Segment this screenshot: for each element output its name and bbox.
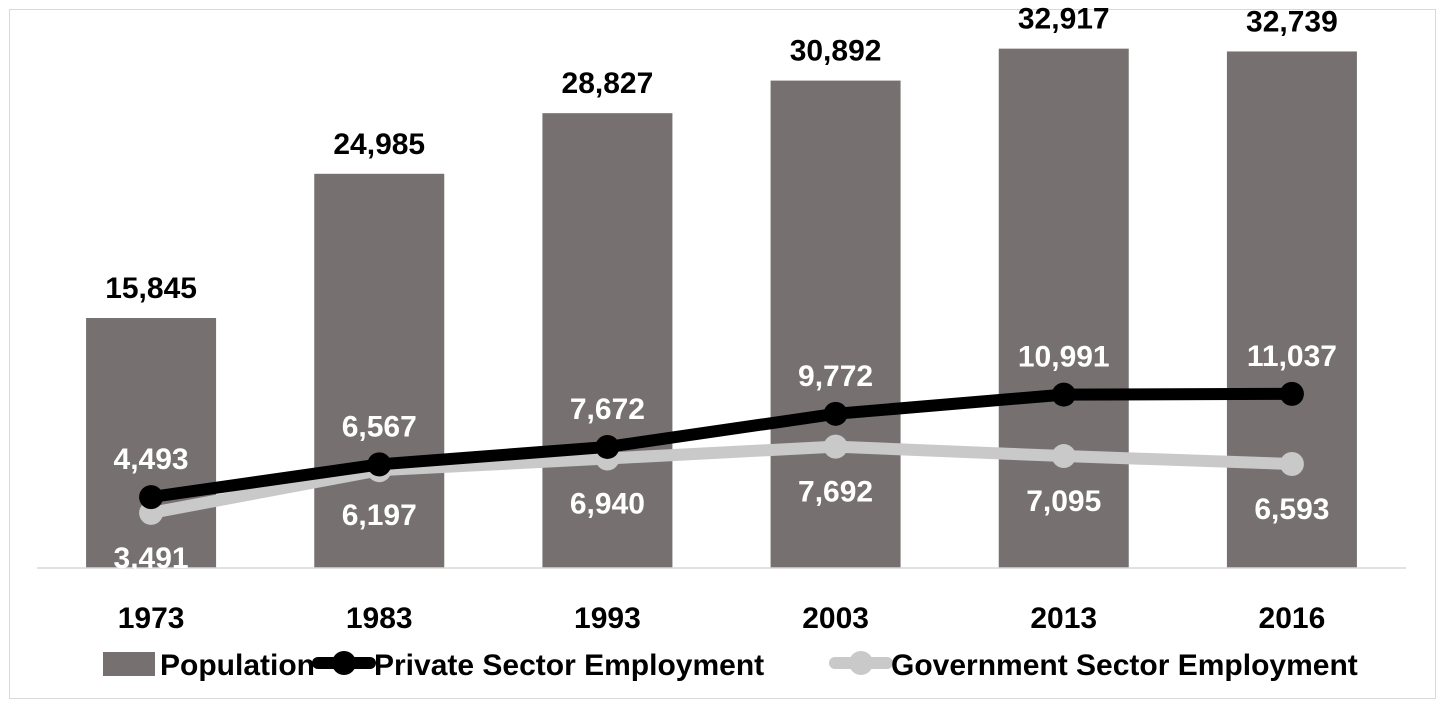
private-sector-line bbox=[145, 387, 1298, 504]
government-sector-value-label: 3,491 bbox=[114, 542, 189, 575]
private-sector-point bbox=[367, 452, 392, 477]
government-sector-value-label: 6,197 bbox=[342, 499, 417, 532]
population-bar bbox=[86, 318, 217, 568]
private-sector-value-label: 7,672 bbox=[570, 393, 645, 426]
private-sector-value-label: 10,991 bbox=[1018, 341, 1110, 374]
employment-lines bbox=[139, 381, 1304, 525]
population-value-label: 30,892 bbox=[790, 35, 882, 68]
population-value-label: 24,985 bbox=[333, 128, 425, 161]
x-tick-label: 2013 bbox=[1030, 602, 1097, 635]
private-sector-point bbox=[823, 401, 848, 426]
population-legend-swatch bbox=[103, 652, 155, 676]
private-sector-point bbox=[1279, 381, 1304, 406]
chart-frame bbox=[9, 9, 1436, 699]
x-tick-label: 1983 bbox=[346, 602, 413, 635]
population-bar bbox=[542, 113, 673, 568]
population-value-label: 15,845 bbox=[105, 272, 197, 305]
government-sector-value-label: 6,593 bbox=[1254, 493, 1329, 526]
government-sector-value-label: 7,095 bbox=[1026, 485, 1101, 518]
government-sector-point bbox=[1051, 444, 1076, 469]
private-sector-point bbox=[1051, 382, 1076, 407]
private-sector-value-label: 4,493 bbox=[114, 443, 189, 476]
population-legend-label: Population bbox=[160, 649, 315, 682]
private-sector-value-label: 9,772 bbox=[798, 360, 873, 393]
x-tick-label: 1993 bbox=[574, 602, 641, 635]
government-sector-value-label: 6,940 bbox=[570, 488, 645, 521]
private-sector-value-label: 6,567 bbox=[342, 410, 417, 443]
government-sector-legend-label: Government Sector Employment bbox=[891, 649, 1358, 682]
private-sector-point bbox=[595, 434, 620, 459]
population-bar bbox=[998, 48, 1129, 569]
chart-legend: Population Private Sector Employment Gover… bbox=[103, 649, 1358, 682]
data-labels: 15,845 24,985 28,827 30,892 32,917 32,739 4,49… bbox=[105, 3, 1338, 575]
private-sector-point bbox=[139, 485, 164, 510]
x-tick-label: 2003 bbox=[802, 602, 869, 635]
population-value-label: 28,827 bbox=[562, 67, 654, 100]
private-sector-legend-label: Private Sector Employment bbox=[374, 649, 764, 682]
population-bar bbox=[314, 173, 445, 568]
private-sector-legend-marker bbox=[332, 651, 356, 675]
population-value-label: 32,917 bbox=[1018, 3, 1110, 36]
government-sector-line bbox=[145, 440, 1298, 519]
x-tick-label: 1973 bbox=[118, 602, 185, 635]
population-bar bbox=[770, 80, 901, 568]
population-bar bbox=[1226, 51, 1357, 568]
population-value-label: 32,739 bbox=[1246, 5, 1338, 38]
x-axis-tick-labels: 1973 1983 1993 2003 2013 2016 bbox=[118, 602, 1326, 635]
government-sector-point bbox=[823, 434, 848, 459]
government-sector-value-label: 7,692 bbox=[798, 476, 873, 509]
x-tick-label: 2016 bbox=[1259, 602, 1326, 635]
government-sector-legend-marker bbox=[849, 651, 873, 675]
government-sector-point bbox=[1279, 451, 1304, 476]
private-sector-value-label: 11,037 bbox=[1247, 340, 1337, 373]
population-bars bbox=[86, 48, 1357, 569]
